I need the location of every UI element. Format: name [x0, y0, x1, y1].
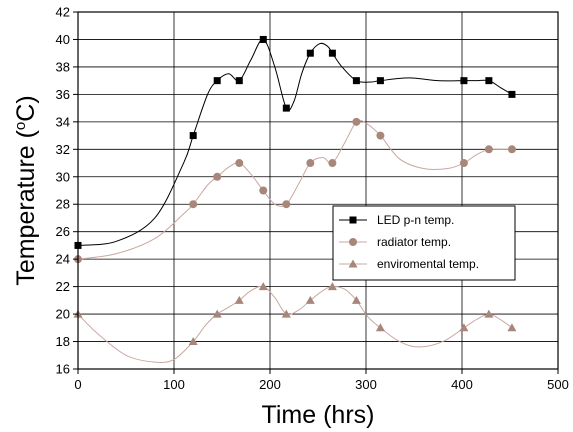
data-point-series-1 [460, 77, 468, 85]
x-tick-label: 0 [74, 377, 81, 392]
y-tick-label: 40 [56, 32, 70, 47]
data-point-series-2 [376, 131, 385, 140]
y-tick-label: 30 [56, 169, 70, 184]
data-point-series-1 [259, 35, 267, 43]
legend-marker-3 [348, 259, 358, 268]
data-point-series-2 [282, 200, 291, 209]
data-point-series-2 [189, 200, 198, 209]
series-line-1 [77, 38, 513, 246]
y-axis-label-superscript: o [12, 122, 29, 130]
legend-label-1: LED p-n temp. [377, 213, 454, 227]
data-point-series-1 [352, 77, 360, 85]
legend-label-2: radiator temp. [377, 235, 451, 249]
data-point-series-3 [327, 282, 337, 291]
y-tick-label: 38 [56, 59, 70, 74]
data-point-series-2 [352, 117, 361, 126]
y-tick-label: 24 [56, 252, 70, 267]
legend-box [332, 205, 516, 281]
x-tick-label: 500 [547, 377, 569, 392]
x-axis-label: Time (hrs) [262, 401, 375, 429]
data-point-series-2 [306, 159, 315, 168]
data-point-series-1 [235, 77, 243, 85]
data-point-series-2 [328, 159, 337, 168]
data-point-series-1 [376, 77, 384, 85]
data-point-series-3 [212, 309, 222, 318]
y-tick-label: 36 [56, 87, 70, 102]
axis-ticks: 16 18 20 22 24 26 28 30 32 34 36 38 40 42 0 100 200 300 40… [56, 5, 569, 393]
data-point-series-3 [281, 309, 291, 318]
data-point-series-3 [188, 337, 198, 346]
x-tick-label: 100 [163, 377, 185, 392]
data-point-series-3 [507, 323, 517, 332]
legend-label-3: enviromental temp. [377, 257, 479, 271]
data-point-series-3 [305, 295, 315, 304]
y-tick-label: 28 [56, 197, 70, 212]
data-point-series-1 [213, 77, 221, 85]
data-point-series-1 [306, 49, 314, 57]
y-tick-label: 20 [56, 307, 70, 322]
y-tick-label: 22 [56, 279, 70, 294]
plot-frame [77, 11, 559, 370]
data-point-series-3 [484, 309, 494, 318]
x-tick-label: 400 [451, 377, 473, 392]
data-point-series-2 [507, 145, 516, 154]
data-point-series-1 [328, 49, 336, 57]
series-markers [73, 35, 517, 346]
data-point-series-1 [508, 90, 516, 98]
x-tick-label: 300 [355, 377, 377, 392]
data-point-series-3 [375, 323, 385, 332]
x-tick-label: 200 [259, 377, 281, 392]
data-point-series-3 [258, 282, 268, 291]
y-axis-label: Temperature (oC) [12, 95, 40, 285]
data-point-series-2 [213, 172, 222, 181]
data-point-series-1 [282, 104, 290, 112]
data-point-series-2 [235, 159, 244, 168]
data-point-series-1 [485, 77, 493, 85]
data-point-series-2 [484, 145, 493, 154]
y-tick-label: 18 [56, 334, 70, 349]
data-point-series-2 [459, 159, 468, 168]
legend-marker-1 [349, 216, 357, 224]
y-tick-label: 42 [56, 5, 70, 20]
y-tick-label: 32 [56, 142, 70, 157]
data-point-series-3 [459, 323, 469, 332]
data-point-series-1 [189, 132, 197, 140]
y-tick-label: 26 [56, 224, 70, 239]
y-axis-label-prefix: Temperature ( [12, 129, 40, 285]
y-tick-label: 34 [56, 114, 70, 129]
data-point-series-3 [234, 295, 244, 304]
data-point-series-2 [259, 186, 268, 195]
y-axis-label-suffix: C) [12, 95, 40, 121]
legend: LED p-n temp. radiator temp. enviromental … [332, 205, 516, 281]
data-point-series-3 [351, 295, 361, 304]
series-line-3 [77, 285, 513, 363]
y-tick-label: 16 [56, 362, 70, 377]
legend-marker-2 [349, 238, 357, 246]
